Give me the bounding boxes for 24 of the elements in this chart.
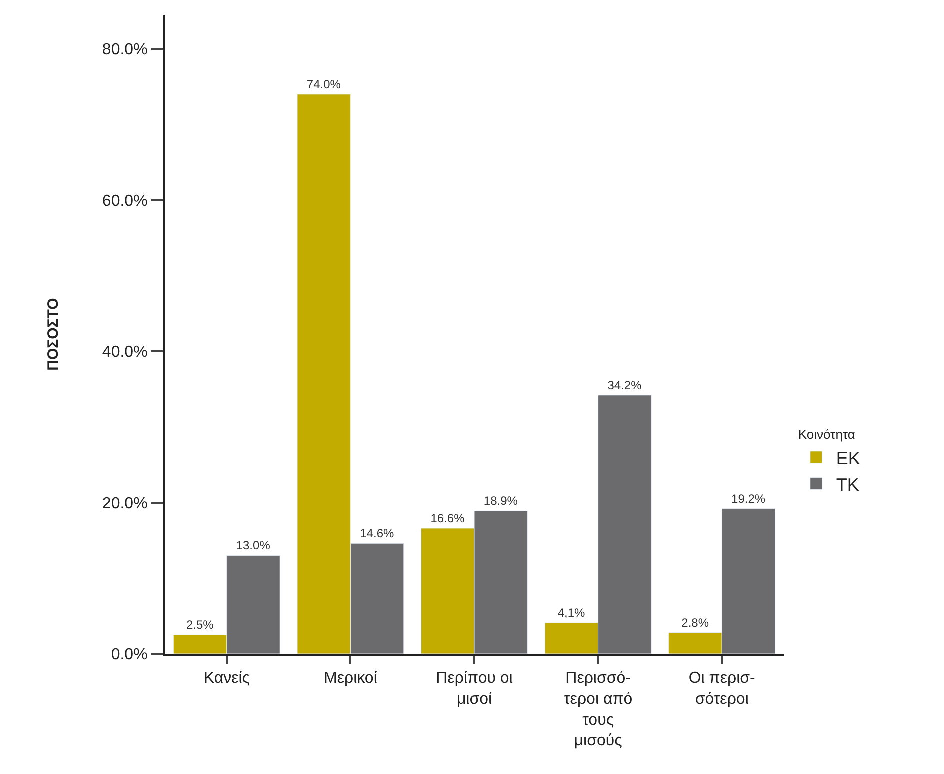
- data-label: 14.6%: [360, 526, 394, 541]
- y-tick-label: 60.0%: [102, 192, 148, 210]
- data-label: 4,1%: [558, 606, 586, 620]
- legend-label: ΕΚ: [836, 448, 860, 468]
- legend-title: Κοινότητα: [798, 427, 856, 442]
- x-tick-label: Κανείς: [204, 670, 250, 688]
- data-label: 74.0%: [306, 77, 342, 92]
- y-axis-title: ΠΟΣΟΣΤΟ: [45, 298, 62, 371]
- data-label: 16.6%: [430, 511, 466, 526]
- y-tick-label: 20.0%: [102, 495, 148, 512]
- data-label: 19.2%: [732, 492, 766, 506]
- data-label: 2.8%: [682, 616, 710, 630]
- data-label: 2.5%: [186, 618, 214, 632]
- data-label: 18.9%: [484, 494, 518, 508]
- y-tick-label: 40.0%: [102, 344, 148, 362]
- data-label: 34.2%: [608, 378, 642, 392]
- x-tick-label: Μερικοί: [324, 670, 378, 688]
- y-tick-label: 0.0%: [111, 646, 148, 664]
- data-label: 13.0%: [236, 538, 271, 553]
- legend-label: ΤΚ: [836, 474, 860, 495]
- x-tick-label: Περίπου οι μισοί: [436, 670, 514, 708]
- x-tick-label: Περισσό- τεροι από τους μισούς: [564, 670, 633, 750]
- y-tick-label: 80.0%: [102, 42, 148, 59]
- x-tick-label: Οι περισ- σότεροι: [688, 670, 756, 708]
